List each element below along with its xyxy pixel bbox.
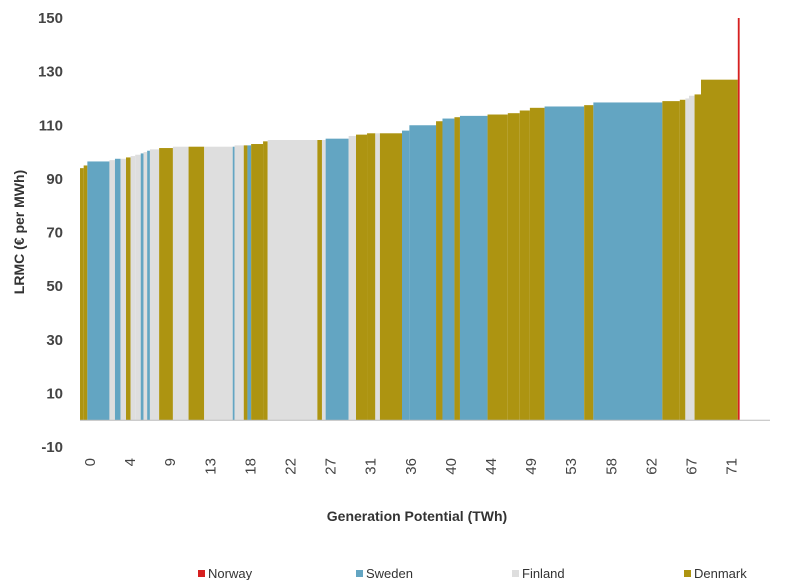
x-tick-label: 36 bbox=[403, 458, 420, 475]
x-tick-label: 62 bbox=[643, 458, 660, 475]
x-tick-label: 49 bbox=[523, 458, 540, 475]
bar-denmark-34 bbox=[436, 121, 443, 421]
bar-sweden-9 bbox=[140, 153, 144, 421]
bar-denmark-43 bbox=[584, 105, 594, 421]
bar-denmark-0 bbox=[80, 168, 84, 421]
bar-finland-18 bbox=[234, 145, 244, 421]
legend-label-denmark: Denmark bbox=[694, 566, 747, 580]
x-axis-title: Generation Potential (TWh) bbox=[327, 508, 507, 524]
bar-finland-12 bbox=[149, 149, 160, 421]
bar-denmark-28 bbox=[356, 134, 368, 421]
bar-finland-23 bbox=[267, 140, 318, 421]
bar-denmark-38 bbox=[487, 114, 508, 421]
legend-swatch-norway bbox=[198, 570, 205, 577]
bar-finland-30 bbox=[375, 133, 380, 421]
bar-denmark-45 bbox=[662, 101, 680, 421]
bar-denmark-39 bbox=[507, 113, 520, 421]
bar-finland-25 bbox=[321, 140, 326, 421]
bar-denmark-22 bbox=[263, 141, 268, 421]
bar-denmark-13 bbox=[159, 148, 173, 421]
bar-sweden-20 bbox=[247, 145, 252, 421]
bar-denmark-6 bbox=[126, 157, 131, 421]
bar-denmark-31 bbox=[379, 133, 402, 421]
bar-sweden-4 bbox=[114, 158, 121, 421]
y-tick-label: 50 bbox=[46, 278, 63, 295]
bar-sweden-37 bbox=[459, 115, 488, 421]
bar-sweden-44 bbox=[593, 102, 663, 421]
bar-denmark-29 bbox=[367, 133, 376, 421]
x-tick-label: 22 bbox=[283, 458, 300, 475]
bar-sweden-2 bbox=[87, 161, 110, 421]
x-tick-label: 27 bbox=[323, 458, 340, 475]
bar-finland-10 bbox=[143, 152, 148, 421]
bar-denmark-24 bbox=[317, 140, 322, 421]
legend-swatch-finland bbox=[512, 570, 519, 577]
legend-label-norway: Norway bbox=[208, 566, 253, 580]
bar-sweden-42 bbox=[544, 106, 585, 421]
y-tick-label: 110 bbox=[39, 117, 63, 134]
legend-label-sweden: Sweden bbox=[366, 566, 413, 580]
y-tick-label: 130 bbox=[38, 64, 63, 81]
bar-finland-48 bbox=[689, 95, 695, 421]
legend-swatch-sweden bbox=[356, 570, 363, 577]
bar-sweden-26 bbox=[325, 138, 349, 421]
y-tick-label: 150 bbox=[38, 10, 63, 27]
x-tick-label: 31 bbox=[363, 458, 380, 475]
x-tick-label: 9 bbox=[162, 458, 179, 466]
y-tick-label: 90 bbox=[46, 171, 63, 188]
x-tick-label: 0 bbox=[82, 458, 99, 466]
bar-finland-5 bbox=[120, 158, 126, 421]
bar-finland-8 bbox=[135, 154, 141, 421]
x-tick-label: 40 bbox=[443, 458, 460, 475]
bar-denmark-36 bbox=[454, 117, 460, 421]
bar-denmark-21 bbox=[251, 144, 264, 421]
x-tick-label: 18 bbox=[242, 458, 259, 475]
bar-finland-7 bbox=[130, 156, 136, 421]
bar-finland-14 bbox=[172, 146, 189, 421]
x-tick-label: 67 bbox=[684, 458, 701, 475]
bar-denmark-50 bbox=[701, 79, 738, 421]
y-tick-label: -10 bbox=[41, 439, 63, 456]
bar-finland-3 bbox=[109, 160, 115, 421]
x-tick-label: 4 bbox=[122, 458, 139, 466]
bars-layer bbox=[80, 18, 740, 421]
x-tick-label: 44 bbox=[483, 458, 500, 475]
bar-sweden-35 bbox=[442, 118, 455, 421]
bar-sweden-32 bbox=[402, 130, 410, 421]
legend-swatch-denmark bbox=[684, 570, 691, 577]
x-tick-label: 13 bbox=[202, 458, 219, 475]
y-axis-title: LRMC (€ per MWh) bbox=[11, 170, 27, 294]
bar-norway-51 bbox=[737, 18, 740, 421]
y-tick-label: 70 bbox=[46, 225, 63, 242]
bar-finland-27 bbox=[348, 135, 356, 421]
bar-denmark-49 bbox=[694, 94, 701, 421]
bar-denmark-41 bbox=[529, 107, 545, 421]
y-tick-label: 10 bbox=[46, 385, 63, 402]
bar-denmark-19 bbox=[243, 145, 248, 421]
bar-denmark-15 bbox=[188, 146, 205, 421]
bar-finland-47 bbox=[685, 98, 690, 421]
y-tick-label: 30 bbox=[46, 332, 63, 349]
bar-sweden-33 bbox=[409, 125, 437, 421]
bar-denmark-46 bbox=[679, 99, 686, 421]
x-tick-label: 71 bbox=[724, 458, 741, 475]
x-tick-labels: 0 4 9 13 18 22 27 31 36 40 44 49 53 58 62 67 71 bbox=[82, 458, 741, 475]
bar-denmark-1 bbox=[83, 165, 88, 421]
x-tick-label: 53 bbox=[563, 458, 580, 475]
bar-sweden-17 bbox=[232, 146, 235, 421]
x-tick-label: 58 bbox=[603, 458, 620, 475]
legend: Norway Sweden Finland Denmark bbox=[198, 566, 747, 580]
bar-denmark-40 bbox=[519, 110, 530, 421]
legend-label-finland: Finland bbox=[522, 566, 565, 580]
y-tick-labels: -10 10 30 50 70 90 110 130 150 bbox=[38, 10, 63, 456]
bar-sweden-11 bbox=[147, 150, 150, 421]
bar-finland-16 bbox=[204, 146, 233, 421]
